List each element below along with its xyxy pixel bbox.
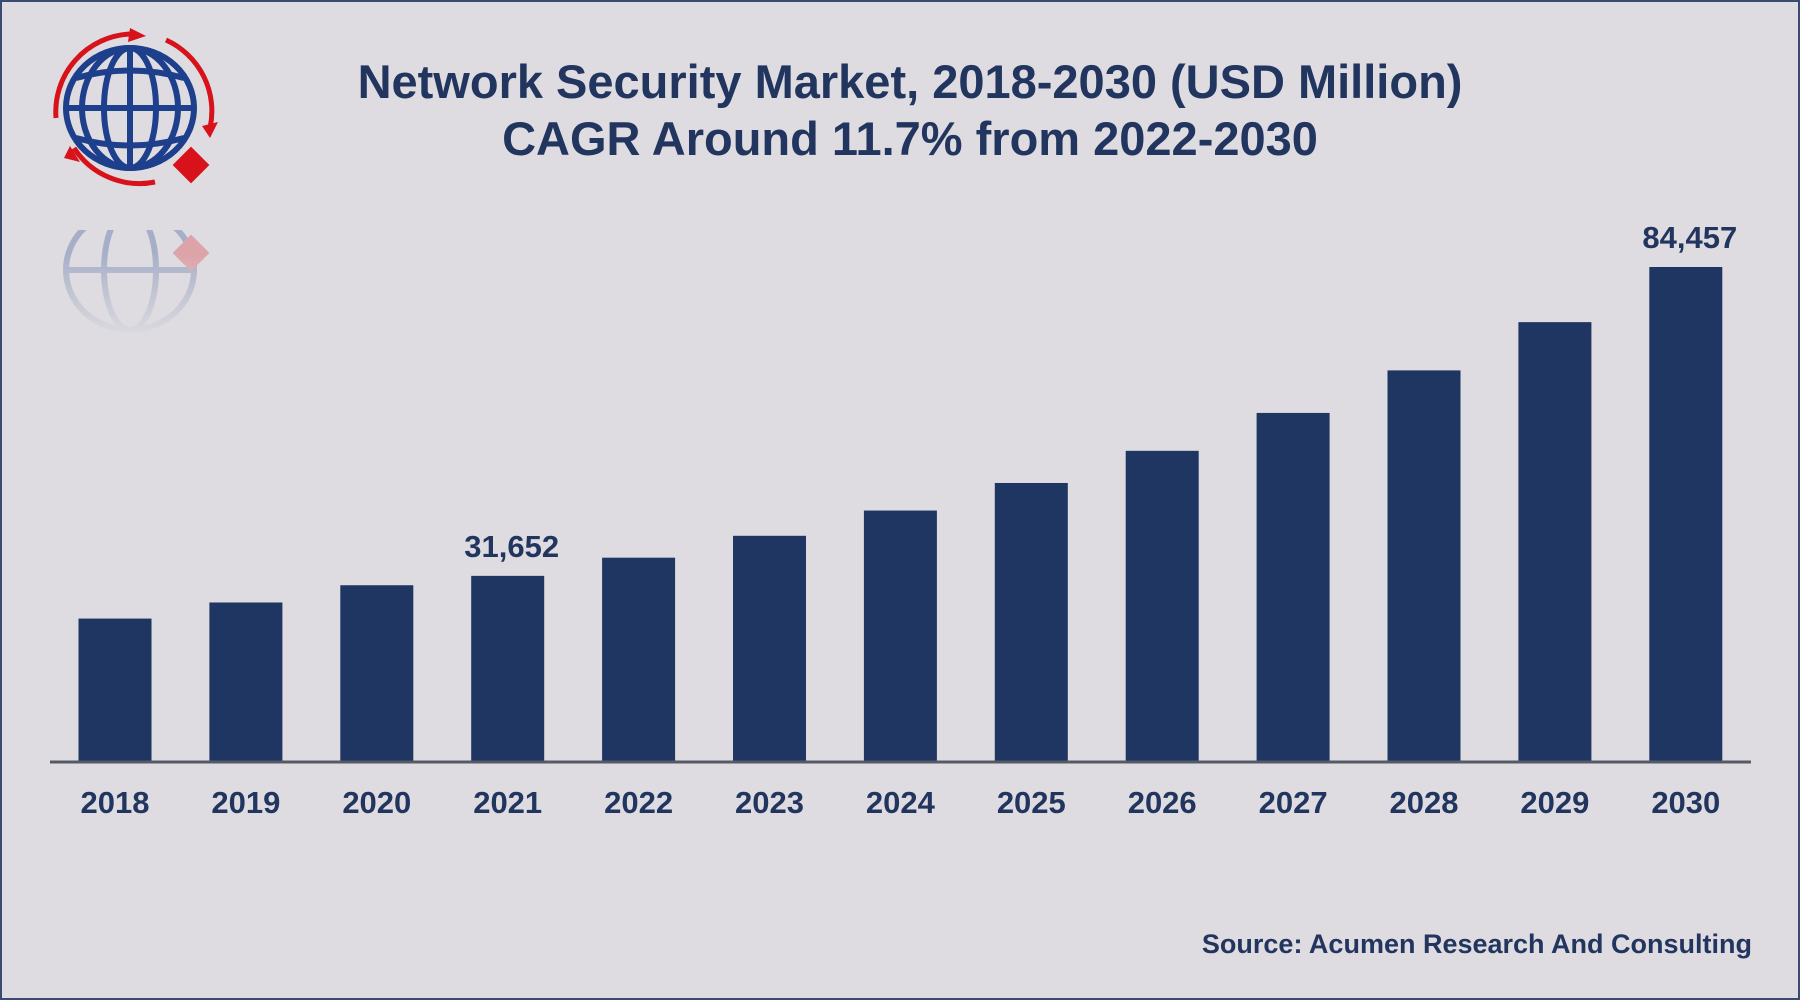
data-label: 31,652 (464, 529, 559, 564)
bar-2028 (1387, 370, 1461, 761)
bar-2023 (733, 535, 806, 761)
x-tick-label: 2025 (997, 785, 1066, 820)
bar-2019 (209, 602, 283, 761)
bar-2027 (1256, 412, 1330, 761)
x-tick-label: 2021 (473, 785, 542, 820)
x-tick-label: 2026 (1128, 785, 1197, 820)
bar-2026 (1125, 450, 1199, 761)
x-tick-label: 2020 (342, 785, 411, 820)
bar-2022 (602, 557, 676, 761)
bar-2029 (1518, 322, 1592, 761)
x-tick-label: 2022 (604, 785, 673, 820)
x-tick-label: 2018 (81, 785, 150, 820)
x-tick-label: 2028 (1390, 785, 1459, 820)
bar-2025 (994, 482, 1068, 761)
chart-title: Network Security Market, 2018-2030 (USD … (357, 55, 1463, 108)
source-note: Source: Acumen Research And Consulting (1201, 929, 1752, 959)
x-tick-label: 2030 (1651, 785, 1720, 820)
chart-subtitle: CAGR Around 11.7% from 2022-2030 (502, 112, 1318, 165)
bar-2020 (340, 585, 414, 761)
x-tick-label: 2019 (211, 785, 280, 820)
data-label: 84,457 (1642, 220, 1737, 255)
x-tick-label: 2029 (1520, 785, 1589, 820)
bar-2030 (1649, 267, 1723, 761)
bar-2024 (863, 510, 937, 761)
x-tick-label: 2027 (1259, 785, 1328, 820)
bar-2018 (78, 618, 152, 761)
globe-logo-reflection-icon (63, 230, 210, 333)
x-tick-label: 2023 (735, 785, 804, 820)
x-tick-label: 2024 (866, 785, 936, 820)
bar-2021 (471, 575, 545, 761)
globe-logo-icon (53, 28, 218, 187)
